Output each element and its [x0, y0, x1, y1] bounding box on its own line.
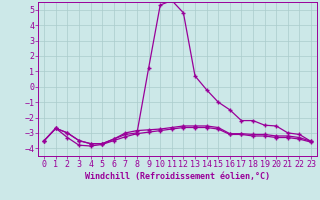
- X-axis label: Windchill (Refroidissement éolien,°C): Windchill (Refroidissement éolien,°C): [85, 172, 270, 181]
